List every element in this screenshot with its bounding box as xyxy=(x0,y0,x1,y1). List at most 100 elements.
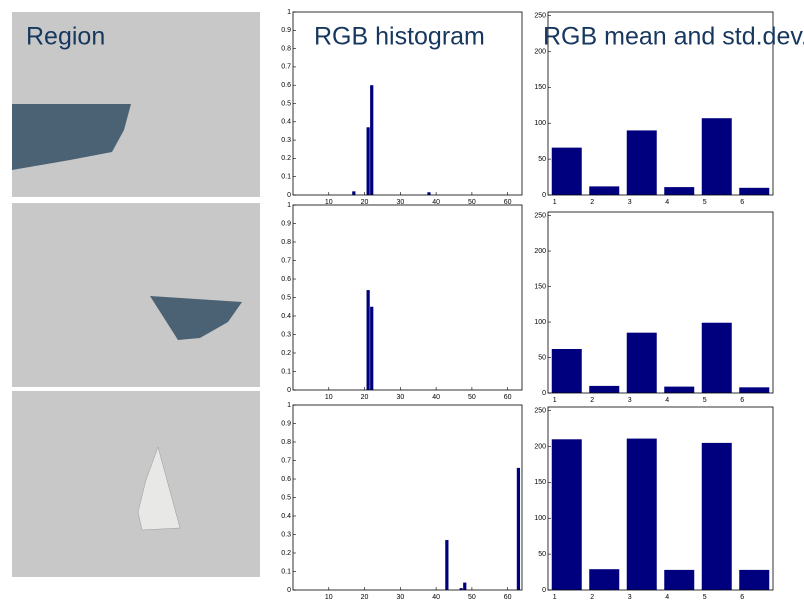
x-tick-label: 2 xyxy=(590,199,594,206)
y-tick-label: 200 xyxy=(534,443,546,450)
x-tick-label: 40 xyxy=(432,394,440,401)
x-tick-label: 60 xyxy=(504,594,512,601)
x-tick-label: 1 xyxy=(553,397,557,404)
y-tick-label: 100 xyxy=(534,515,546,522)
y-tick-label: 0.3 xyxy=(281,331,291,338)
y-tick-label: 0.5 xyxy=(281,494,291,501)
bar xyxy=(427,192,431,195)
y-tick-label: 100 xyxy=(534,120,546,127)
y-tick-label: 100 xyxy=(534,319,546,326)
y-tick-label: 150 xyxy=(534,479,546,486)
x-tick-label: 3 xyxy=(628,594,632,601)
bar xyxy=(445,540,449,590)
bar xyxy=(370,306,374,390)
y-tick-label: 0.7 xyxy=(281,257,291,264)
plot-frame xyxy=(547,11,774,196)
y-tick-label: 0.9 xyxy=(281,220,291,227)
x-tick-label: 30 xyxy=(396,394,404,401)
bar xyxy=(366,127,370,195)
y-tick-label: 0.7 xyxy=(281,457,291,464)
region-shape xyxy=(12,104,131,170)
region-image xyxy=(12,203,260,387)
plot-frame xyxy=(547,406,774,591)
bar xyxy=(370,85,374,195)
bar xyxy=(739,187,770,195)
x-tick-label: 2 xyxy=(590,397,594,404)
bar xyxy=(366,290,370,390)
x-tick-label: 50 xyxy=(468,594,476,601)
y-tick-label: 1 xyxy=(287,202,291,209)
y-tick-label: 0.9 xyxy=(281,27,291,34)
bar xyxy=(739,387,770,393)
y-tick-label: 0.6 xyxy=(281,276,291,283)
y-tick-label: 0.6 xyxy=(281,82,291,89)
x-tick-label: 6 xyxy=(740,397,744,404)
x-tick-label: 50 xyxy=(468,199,476,206)
y-tick-label: 0 xyxy=(542,192,546,199)
y-tick-label: 250 xyxy=(534,12,546,19)
x-tick-label: 4 xyxy=(665,199,669,206)
x-tick-label: 10 xyxy=(325,594,333,601)
y-tick-label: 0.2 xyxy=(281,155,291,162)
bar xyxy=(551,147,582,195)
region-image xyxy=(12,391,260,577)
region-heading: Region xyxy=(26,23,105,51)
x-tick-label: 60 xyxy=(504,199,512,206)
plot-frame xyxy=(292,11,523,196)
y-tick-label: 250 xyxy=(534,407,546,414)
stats-heading: RGB mean and std.dev. xyxy=(543,23,804,51)
bar xyxy=(664,187,695,195)
x-tick-label: 4 xyxy=(665,594,669,601)
x-tick-label: 4 xyxy=(665,397,669,404)
bar xyxy=(459,588,463,590)
y-tick-label: 0.7 xyxy=(281,64,291,71)
x-tick-label: 1 xyxy=(553,594,557,601)
x-tick-label: 6 xyxy=(740,199,744,206)
bar xyxy=(516,467,521,590)
x-tick-label: 40 xyxy=(432,199,440,206)
bar xyxy=(551,348,582,393)
bar xyxy=(739,569,770,590)
bar xyxy=(701,118,732,195)
y-tick-label: 250 xyxy=(534,212,546,219)
y-tick-label: 150 xyxy=(534,283,546,290)
y-tick-label: 1 xyxy=(287,9,291,16)
region-shape xyxy=(137,446,181,531)
y-tick-label: 0.4 xyxy=(281,119,291,126)
y-tick-label: 0.8 xyxy=(281,239,291,246)
x-tick-label: 20 xyxy=(361,594,369,601)
y-tick-label: 0.5 xyxy=(281,100,291,107)
y-tick-label: 0.4 xyxy=(281,313,291,320)
x-tick-label: 2 xyxy=(590,594,594,601)
x-tick-label: 40 xyxy=(432,594,440,601)
bar xyxy=(626,438,657,590)
y-tick-label: 0 xyxy=(542,587,546,594)
x-tick-label: 3 xyxy=(628,397,632,404)
y-tick-label: 0.2 xyxy=(281,350,291,357)
y-tick-label: 0.8 xyxy=(281,45,291,52)
x-tick-label: 30 xyxy=(396,594,404,601)
bar xyxy=(589,385,620,393)
x-tick-label: 50 xyxy=(468,394,476,401)
y-tick-label: 0.8 xyxy=(281,439,291,446)
bar xyxy=(701,322,732,393)
x-tick-label: 20 xyxy=(361,199,369,206)
x-tick-label: 5 xyxy=(703,199,707,206)
x-tick-label: 5 xyxy=(703,594,707,601)
bar xyxy=(589,186,620,195)
y-tick-label: 50 xyxy=(538,156,546,163)
y-tick-label: 0.1 xyxy=(281,568,291,575)
plot-frame xyxy=(292,404,523,591)
y-tick-label: 0.3 xyxy=(281,137,291,144)
y-tick-label: 0 xyxy=(287,387,291,394)
y-tick-label: 50 xyxy=(538,354,546,361)
x-tick-label: 20 xyxy=(361,394,369,401)
x-tick-label: 5 xyxy=(703,397,707,404)
x-tick-label: 60 xyxy=(504,394,512,401)
bar xyxy=(626,332,657,393)
bar xyxy=(626,130,657,195)
bar xyxy=(701,442,732,590)
plot-frame xyxy=(292,204,523,391)
y-tick-label: 0 xyxy=(287,192,291,199)
